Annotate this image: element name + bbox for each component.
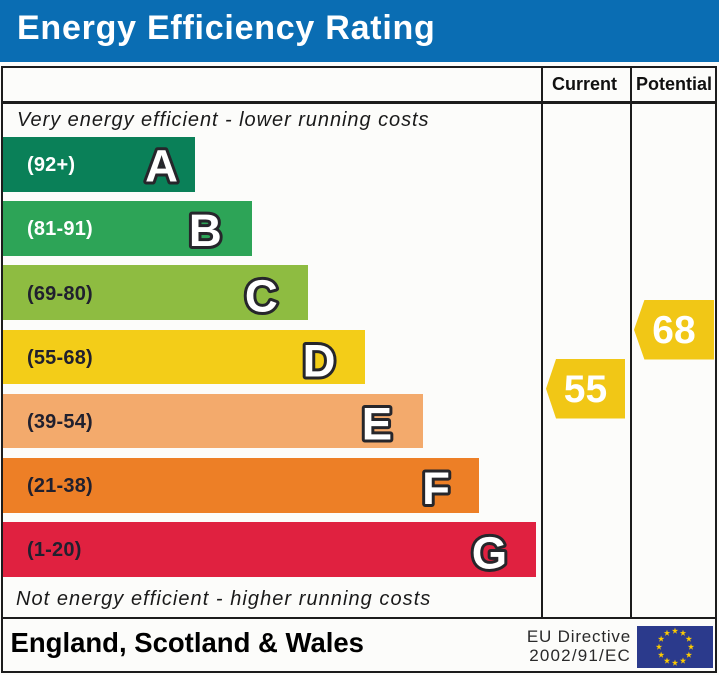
svg-text:E: E [362,398,392,449]
svg-text:B: B [189,205,222,256]
svg-text:F: F [422,463,450,514]
svg-text:A: A [145,141,178,192]
svg-text:D: D [303,336,336,387]
svg-text:G: G [472,527,507,578]
svg-text:C: C [245,270,278,321]
